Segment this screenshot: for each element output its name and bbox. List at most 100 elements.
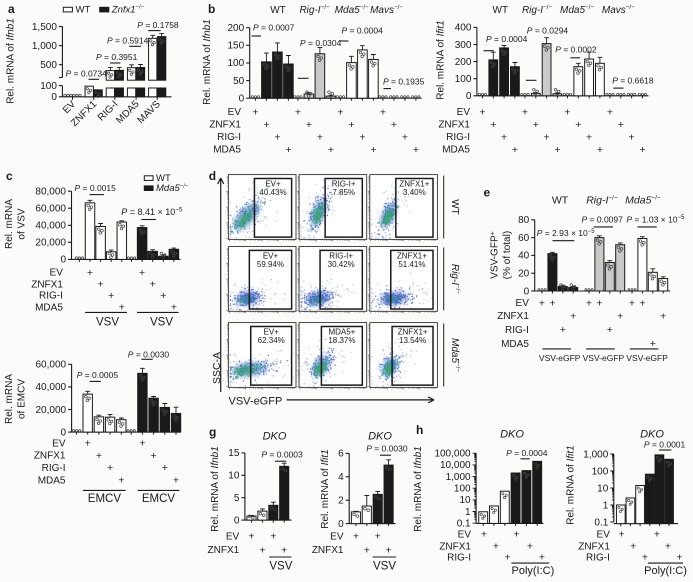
- svg-text:+: +: [386, 544, 392, 556]
- svg-text:VSV: VSV: [150, 317, 173, 329]
- svg-text:+: +: [639, 144, 645, 156]
- svg-text:13.54%: 13.54%: [399, 336, 426, 345]
- svg-text:+: +: [139, 267, 145, 279]
- svg-text:Rel. mRNA: Rel. mRNA: [4, 374, 15, 424]
- svg-text:P = 0.0030: P = 0.0030: [366, 444, 408, 454]
- svg-text:200: 200: [455, 57, 472, 68]
- svg-text:300: 300: [455, 40, 472, 51]
- svg-text:62.34%: 62.34%: [258, 336, 285, 345]
- svg-text:+: +: [359, 131, 365, 143]
- svg-text:+: +: [660, 310, 666, 322]
- svg-text:Znfx1−/−: Znfx1−/−: [111, 4, 145, 15]
- svg-text:0: 0: [51, 92, 57, 103]
- svg-text:e: e: [484, 186, 491, 200]
- svg-text:+: +: [554, 144, 560, 156]
- svg-text:EMCV: EMCV: [88, 493, 122, 505]
- svg-text:200: 200: [228, 23, 245, 34]
- svg-text:+: +: [364, 544, 370, 556]
- svg-text:P = 0.0030: P = 0.0030: [128, 350, 170, 360]
- svg-text:1,000: 1,000: [583, 449, 608, 460]
- svg-text:RIG-I: RIG-I: [446, 132, 470, 143]
- svg-text:+: +: [479, 106, 485, 118]
- svg-text:ZNFX1: ZNFX1: [209, 120, 241, 131]
- svg-text:P = 1.03 × 10−5: P = 1.03 × 10−5: [626, 214, 685, 224]
- svg-text:0: 0: [524, 286, 530, 297]
- svg-text:P = 8.41 × 10−5: P = 8.41 × 10−5: [121, 207, 183, 217]
- svg-text:Poly(I:C): Poly(I:C): [512, 565, 555, 577]
- svg-text:+: +: [665, 541, 671, 553]
- svg-text:+: +: [586, 131, 592, 143]
- svg-text:100: 100: [40, 81, 57, 92]
- svg-text:+: +: [650, 338, 656, 350]
- svg-text:+: +: [353, 531, 359, 543]
- svg-text:VSV: VSV: [373, 561, 396, 573]
- svg-text:3.40%: 3.40%: [403, 188, 426, 197]
- svg-text:0: 0: [234, 515, 240, 526]
- svg-text:60: 60: [518, 233, 530, 244]
- svg-text:+: +: [248, 531, 254, 543]
- svg-text:+: +: [380, 106, 386, 118]
- svg-text:80,000: 80,000: [35, 187, 66, 198]
- svg-text:2: 2: [338, 496, 344, 507]
- svg-text:0.1: 0.1: [594, 517, 608, 528]
- svg-text:+: +: [281, 544, 287, 556]
- svg-text:+: +: [630, 541, 636, 553]
- svg-text:+: +: [98, 279, 104, 291]
- svg-text:10,000: 10,000: [440, 460, 471, 471]
- svg-text:VSV: VSV: [96, 317, 119, 329]
- svg-text:Rel. mRNA of Ifit1: Rel. mRNA of Ifit1: [436, 20, 447, 99]
- svg-text:+: +: [391, 119, 397, 131]
- svg-text:VSV-eGFP: VSV-eGFP: [626, 353, 668, 363]
- svg-text:80: 80: [518, 215, 530, 226]
- svg-text:Mda5−/−: Mda5−/−: [560, 4, 594, 16]
- svg-text:MDA5: MDA5: [213, 145, 241, 156]
- svg-text:+: +: [263, 119, 269, 131]
- svg-text:P = 0.0004: P = 0.0004: [342, 26, 384, 36]
- svg-text:MDA5: MDA5: [442, 145, 470, 156]
- svg-text:59.94%: 59.94%: [257, 260, 284, 269]
- svg-text:Rig-I−/−: Rig-I−/−: [299, 4, 329, 16]
- svg-text:DKO: DKO: [263, 431, 287, 443]
- svg-text:0.1: 0.1: [457, 519, 471, 530]
- svg-text:ZNFX1+: ZNFX1+: [399, 180, 429, 189]
- svg-text:RIG-I: RIG-I: [447, 552, 471, 563]
- svg-text:WT: WT: [76, 4, 91, 15]
- svg-text:WT: WT: [552, 195, 569, 207]
- svg-text:+: +: [171, 302, 177, 314]
- svg-text:30.42%: 30.42%: [328, 260, 355, 269]
- svg-text:WT: WT: [449, 199, 460, 215]
- svg-text:WT: WT: [156, 173, 171, 184]
- svg-text:MDA5: MDA5: [38, 475, 66, 486]
- svg-text:+: +: [150, 279, 156, 291]
- svg-text:Rel. mRNA of Ifit1: Rel. mRNA of Ifit1: [565, 445, 576, 524]
- svg-text:EV: EV: [330, 532, 344, 543]
- svg-text:EV: EV: [458, 530, 472, 541]
- svg-text:EV+: EV+: [265, 180, 281, 189]
- svg-text:0: 0: [61, 427, 67, 438]
- svg-text:EMCV: EMCV: [142, 493, 176, 505]
- svg-text:15: 15: [228, 448, 240, 459]
- svg-text:Rel. mRNA: Rel. mRNA: [4, 199, 15, 249]
- svg-text:Poly(I:C): Poly(I:C): [644, 565, 687, 577]
- svg-text:EV: EV: [52, 438, 66, 449]
- svg-text:P = 0.0007: P = 0.0007: [253, 23, 295, 33]
- svg-text:400: 400: [455, 23, 472, 34]
- svg-text:0: 0: [60, 255, 66, 266]
- svg-text:RIG-I: RIG-I: [505, 325, 529, 336]
- svg-text:10: 10: [597, 483, 609, 494]
- svg-text:VSV-eGFP: VSV-eGFP: [539, 353, 581, 363]
- svg-text:40: 40: [518, 251, 530, 262]
- svg-text:20: 20: [518, 269, 530, 280]
- svg-text:RIG-I+: RIG-I+: [332, 180, 356, 189]
- svg-text:+: +: [306, 119, 312, 131]
- svg-text:+: +: [560, 324, 566, 336]
- svg-text:EV: EV: [516, 298, 530, 309]
- svg-text:ZNFX1: ZNFX1: [312, 545, 344, 556]
- svg-text:DKO: DKO: [500, 429, 524, 441]
- svg-text:+: +: [539, 297, 545, 309]
- svg-text:EV: EV: [228, 107, 242, 118]
- svg-text:P = 0.1758: P = 0.1758: [137, 20, 179, 30]
- svg-text:+: +: [514, 529, 520, 541]
- svg-text:P = 0.0005: P = 0.0005: [77, 370, 119, 380]
- svg-text:+: +: [504, 552, 510, 564]
